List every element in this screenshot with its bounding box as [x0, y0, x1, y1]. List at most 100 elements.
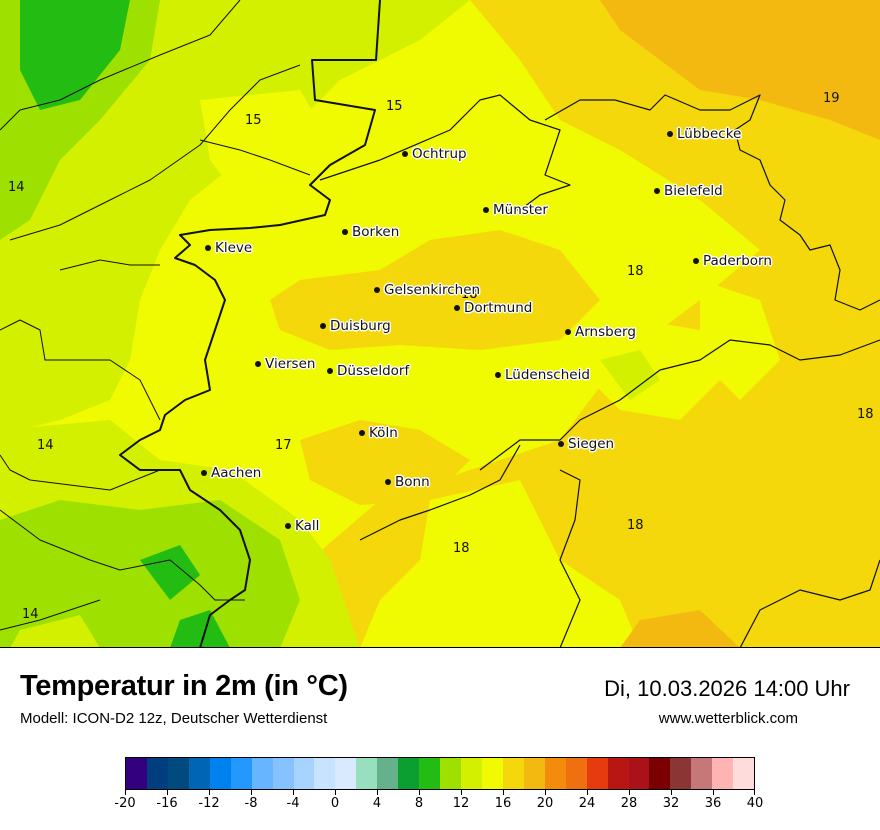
tick-label: -16	[156, 796, 178, 811]
city-dot-icon	[359, 430, 365, 436]
city-dot-icon	[402, 151, 408, 157]
city-marker: Köln	[359, 425, 398, 441]
tick-label: -4	[286, 796, 300, 811]
legend-swatch	[481, 758, 503, 789]
isotherm-value: 18	[453, 541, 470, 556]
city-marker: Düsseldorf	[327, 363, 409, 379]
city-name: Düsseldorf	[337, 363, 410, 379]
city-name: Bielefeld	[664, 183, 723, 199]
city-name: Kall	[295, 518, 320, 534]
city-dot-icon	[320, 323, 326, 329]
isotherm-value: 17	[275, 438, 292, 453]
legend-swatch	[649, 758, 671, 789]
legend-swatch	[126, 758, 147, 789]
legend-swatch	[314, 758, 336, 789]
city-dot-icon	[483, 207, 489, 213]
legend-swatch	[251, 758, 273, 789]
legend-swatch	[188, 758, 210, 789]
legend-swatch	[377, 758, 399, 789]
website-link[interactable]: www.wetterblick.com	[658, 710, 798, 727]
city-dot-icon	[667, 131, 673, 137]
legend-swatch	[293, 758, 315, 789]
legend-swatch	[586, 758, 608, 789]
city-dot-icon	[558, 441, 564, 447]
city-name: Arnsberg	[575, 324, 636, 340]
legend-swatch	[230, 758, 252, 789]
tick-mark	[587, 790, 588, 795]
tick-mark	[335, 790, 336, 795]
color-legend	[125, 757, 755, 790]
legend-swatch	[523, 758, 545, 789]
isotherm-value: 18	[461, 287, 478, 302]
city-marker: Kall	[285, 518, 319, 534]
legend-swatch	[670, 758, 692, 789]
city-marker: Duisburg	[320, 318, 391, 334]
isotherm-value: 19	[823, 91, 840, 106]
legend-swatch	[712, 758, 734, 789]
legend-swatch	[502, 758, 524, 789]
isotherm-value: 18	[627, 518, 644, 533]
city-marker: Gelsenkirchen	[374, 282, 480, 298]
legend-ticks: -20 -16 -12 -8 -4 0 4 8 12 16 20 24 28 32 36 40	[114, 790, 763, 820]
tick-label: 36	[704, 796, 722, 811]
city-dot-icon	[693, 258, 699, 264]
city-dot-icon	[201, 470, 207, 476]
city-name: Aachen	[211, 465, 262, 481]
legend-swatch	[419, 758, 441, 789]
city-dot-icon	[385, 479, 391, 485]
tick-label: 0	[330, 796, 340, 811]
tick-mark	[671, 790, 672, 795]
tick-mark	[419, 790, 420, 795]
city-marker: Lübbecke	[667, 126, 741, 142]
city-marker: Bielefeld	[654, 183, 723, 199]
legend-swatch	[146, 758, 168, 789]
city-dot-icon	[255, 361, 261, 367]
tick-mark	[754, 790, 755, 795]
city-name: Borken	[352, 224, 400, 240]
tick-label: 8	[414, 796, 424, 811]
tick-mark	[629, 790, 630, 795]
city-name: Siegen	[568, 436, 615, 452]
city-marker: Dortmund	[454, 300, 532, 316]
tick-label: 24	[578, 796, 596, 811]
city-name: Paderborn	[703, 253, 772, 269]
city-marker: Viersen	[255, 356, 315, 372]
tick-label: 20	[536, 796, 554, 811]
city-marker: Ochtrup	[402, 146, 467, 162]
legend-swatch	[356, 758, 378, 789]
temperature-field	[0, 0, 880, 647]
tick-mark	[167, 790, 168, 795]
city-name: Ochtrup	[412, 146, 467, 162]
isotherm-value: 15	[245, 113, 262, 128]
city-marker: Kleve	[205, 240, 252, 256]
city-marker: Arnsberg	[565, 324, 636, 340]
city-name: Köln	[369, 425, 398, 441]
tick-label: 28	[620, 796, 638, 811]
city-dot-icon	[454, 305, 460, 311]
city-marker: Bonn	[385, 474, 430, 490]
isotherm-value: 14	[22, 607, 39, 622]
legend-swatch	[544, 758, 566, 789]
tick-label: 4	[372, 796, 382, 811]
tick-label: 40	[746, 796, 764, 811]
tick-mark	[377, 790, 378, 795]
tick-label: -20	[114, 796, 136, 811]
tick-label: 32	[662, 796, 680, 811]
city-name: Duisburg	[330, 318, 391, 334]
legend-swatch	[691, 758, 713, 789]
tick-label: 12	[452, 796, 470, 811]
legend-swatch	[272, 758, 294, 789]
city-dot-icon	[495, 372, 501, 378]
isotherm-value: 14	[8, 180, 25, 195]
legend-swatch	[398, 758, 420, 789]
city-marker: Münster	[483, 202, 548, 218]
isotherm-value: 15	[386, 99, 403, 114]
isotherm-value: 18	[627, 264, 644, 279]
city-dot-icon	[205, 245, 211, 251]
city-marker: Paderborn	[693, 253, 772, 269]
city-name: Lübbecke	[677, 126, 742, 142]
city-name: Dortmund	[464, 300, 533, 316]
legend-swatch	[440, 758, 461, 789]
city-dot-icon	[374, 287, 380, 293]
model-source: Modell: ICON-D2 12z, Deutscher Wetterdie…	[20, 710, 328, 727]
